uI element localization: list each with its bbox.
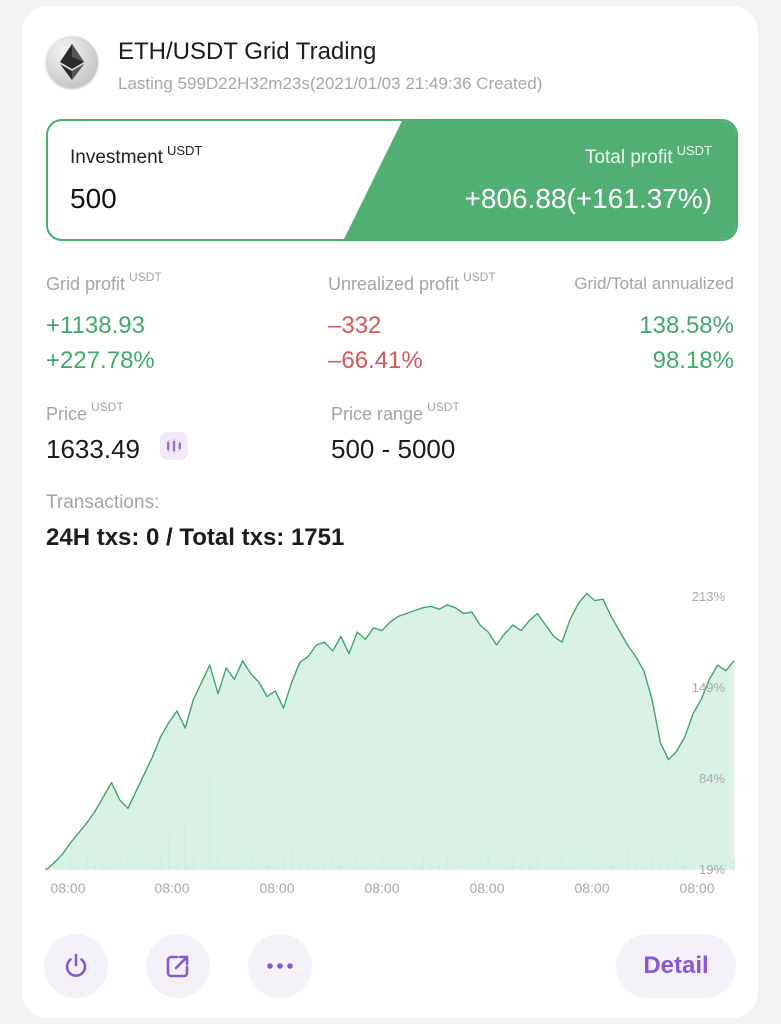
price-range-label-text: Price range xyxy=(331,404,424,424)
x-tick-label: 08:00 xyxy=(574,880,609,896)
total-profit-value: +806.88(+161.37%) xyxy=(464,183,712,214)
x-tick-label: 08:00 xyxy=(469,880,504,896)
profit-chart-svg: 213% 149% 84% 19% 08:00 08:00 08:00 08:00 08:00 0… xyxy=(45,589,735,896)
x-tick-label: 08:00 xyxy=(259,880,294,896)
price-value: 1633.49 xyxy=(46,434,140,464)
investment-label-text: Investment xyxy=(70,147,163,168)
investment-unit: USDT xyxy=(166,143,203,158)
transactions-label: Transactions: xyxy=(46,492,160,513)
more-icon xyxy=(267,963,293,969)
candlestick-chart-button[interactable] xyxy=(160,432,188,460)
price-range-label: Price range USDT xyxy=(331,400,460,425)
action-bar: Detail xyxy=(44,934,736,998)
annualized-label: Grid/Total annualized xyxy=(574,274,734,293)
unrealized-profit-unit: USDT xyxy=(463,270,496,284)
grid-profit-value: +1138.93 xyxy=(46,312,145,339)
transactions-value: 24H txs: 0 / Total txs: 1751 xyxy=(46,524,345,551)
price-unit: USDT xyxy=(91,400,124,414)
investment-label: Investment USDT xyxy=(70,143,202,169)
total-profit-label-text: Total profit xyxy=(584,147,673,168)
candlestick-icon xyxy=(167,439,181,453)
x-tick-label: 08:00 xyxy=(679,880,714,896)
x-tick-label: 08:00 xyxy=(154,880,189,896)
grid-profit-label-text: Grid profit xyxy=(46,274,126,294)
y-tick-label: 149% xyxy=(692,680,726,695)
profit-line xyxy=(45,592,735,871)
ethereum-icon xyxy=(46,36,98,88)
stop-bot-button[interactable] xyxy=(44,934,108,998)
share-icon xyxy=(166,955,189,978)
unrealized-profit-percent: –66.41% xyxy=(328,347,423,374)
more-options-button[interactable] xyxy=(248,934,312,998)
total-annualized-value: 98.18% xyxy=(652,347,734,374)
grid-trading-card: ETH/USDT Grid Trading Lasting 599D22H32m… xyxy=(22,6,758,1018)
total-profit-label: Total profit USDT xyxy=(584,143,712,169)
x-tick-label: 08:00 xyxy=(364,880,399,896)
grid-profit-label: Grid profit USDT xyxy=(46,270,162,295)
price-range-value: 500 - 5000 xyxy=(331,434,456,464)
price-label: Price USDT xyxy=(46,400,124,425)
total-profit-unit: USDT xyxy=(676,143,712,158)
y-tick-label: 84% xyxy=(699,771,725,786)
total-profit-panel xyxy=(344,121,736,239)
y-tick-label: 213% xyxy=(692,589,726,604)
profit-area xyxy=(46,593,734,870)
volume-bar xyxy=(45,866,47,870)
profit-chart: 213% 149% 84% 19% 08:00 08:00 08:00 08:00 08:00 0… xyxy=(44,576,736,906)
x-tick-label: 08:00 xyxy=(50,880,85,896)
price-label-text: Price xyxy=(46,404,88,424)
bot-title: ETH/USDT Grid Trading xyxy=(118,38,377,65)
bot-header: ETH/USDT Grid Trading Lasting 599D22H32m… xyxy=(46,36,746,96)
investment-value: 500 xyxy=(70,183,117,214)
grid-annualized-value: 138.58% xyxy=(639,312,734,339)
unrealized-profit-label: Unrealized profit USDT xyxy=(328,270,496,295)
bot-duration: Lasting 599D22H32m23s(2021/01/03 21:49:3… xyxy=(118,74,543,93)
unrealized-profit-value: –332 xyxy=(328,312,382,339)
grid-profit-unit: USDT xyxy=(129,270,162,284)
investment-profit-banner: Investment USDT 500 Total profit USDT +806… xyxy=(46,119,738,241)
price-range-unit: USDT xyxy=(427,400,460,414)
grid-profit-percent: +227.78% xyxy=(46,347,155,374)
unrealized-profit-label-text: Unrealized profit xyxy=(328,274,460,294)
detail-button[interactable]: Detail xyxy=(616,934,736,998)
power-icon xyxy=(65,953,87,977)
y-tick-label: 19% xyxy=(699,862,725,877)
share-button[interactable] xyxy=(146,934,210,998)
